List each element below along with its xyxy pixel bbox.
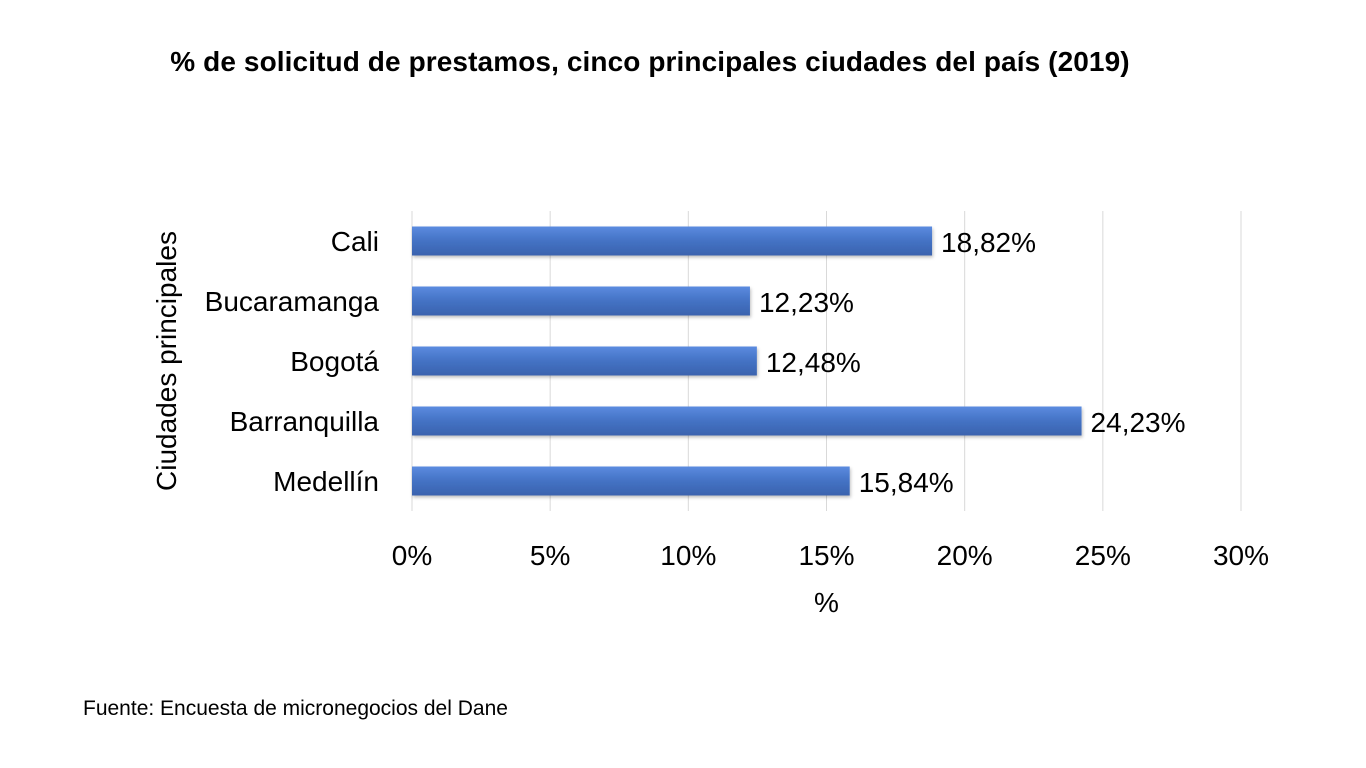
source-note: Fuente: Encuesta de micronegocios del Da… <box>83 697 508 720</box>
bars <box>412 226 1082 496</box>
x-tick-label: 30% <box>1213 540 1269 571</box>
category-label: Bucaramanga <box>205 286 380 317</box>
x-tick-label: 25% <box>1075 540 1131 571</box>
data-label: 12,23% <box>759 287 854 318</box>
category-label: Barranquilla <box>230 406 380 437</box>
x-tick-label: 15% <box>798 540 854 571</box>
bar <box>412 406 1082 436</box>
category-label: Cali <box>331 226 379 257</box>
bar <box>412 346 757 376</box>
chart-title: % de solicitud de prestamos, cinco princ… <box>170 46 1130 77</box>
data-label: 24,23% <box>1091 407 1186 438</box>
category-label: Bogotá <box>290 346 379 377</box>
bar <box>412 226 933 256</box>
data-label: 18,82% <box>941 227 1036 258</box>
data-label: 12,48% <box>766 347 861 378</box>
category-label: Medellín <box>273 466 379 497</box>
x-tick-label: 5% <box>530 540 570 571</box>
x-tick-label: 10% <box>660 540 716 571</box>
labels: 0% 5% 10% 15% 20% 25% 30% Cali 18,82% Bucaramanga… <box>205 226 1269 571</box>
x-tick-label: 20% <box>937 540 993 571</box>
bar <box>412 286 750 316</box>
data-label: 15,84% <box>859 467 954 498</box>
x-tick-label: 0% <box>392 540 432 571</box>
x-axis-title: % <box>814 587 839 618</box>
bar <box>412 466 850 496</box>
y-axis-title: Ciudades principales <box>151 231 182 491</box>
